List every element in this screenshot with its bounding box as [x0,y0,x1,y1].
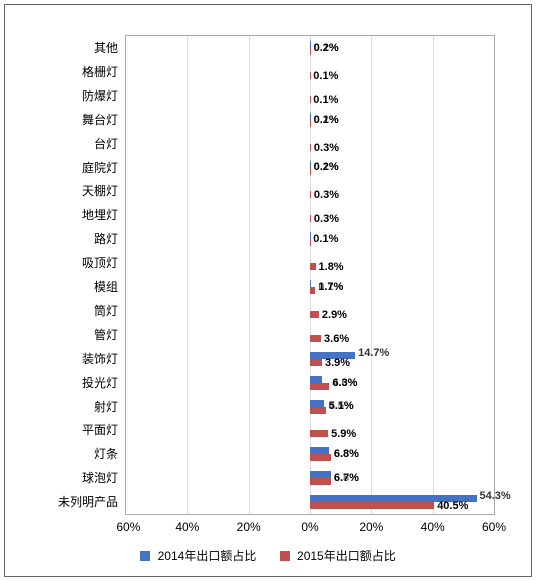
bar-2015 [310,287,315,294]
legend-swatch-2015 [280,551,290,561]
plot-area: 60%40%20%0%20%40%60%其他0.2%0.1%格栅灯0.1%防爆灯… [125,35,495,515]
category-label: 其他 [94,36,118,60]
value-label-2015: 2.9% [322,309,347,321]
category-row: 庭院灯0.2%0.1% [126,156,494,180]
value-label-2015: 3.6% [324,333,349,345]
value-label-2015: 1.8% [319,261,344,273]
category-label: 台灯 [94,132,118,156]
value-label-secondary: 0.1% [314,161,339,173]
category-row: 投光灯6.3%4.0% [126,371,494,395]
category-row: 球泡灯6.7%6.8% [126,466,494,490]
category-row: 平面灯5.9% [126,418,494,442]
bar-2015 [310,502,434,509]
category-row: 装饰灯3.9%14.7% [126,347,494,371]
category-label: 射灯 [94,395,118,419]
x-tick-label: 40% [175,520,199,534]
category-label: 球泡灯 [82,466,118,490]
category-label: 未列明产品 [58,490,118,514]
category-row: 路灯0.1% [126,227,494,251]
value-label-2015: 0.3% [314,189,339,201]
category-label: 管灯 [94,323,118,347]
bar-2014 [310,400,324,407]
category-row: 台灯0.3% [126,132,494,156]
value-label-2015: 3.9% [325,357,350,369]
value-label-secondary: 0.1% [314,42,339,54]
chart-frame: 60%40%20%0%20%40%60%其他0.2%0.1%格栅灯0.1%防爆灯… [4,4,532,577]
category-label: 筒灯 [94,299,118,323]
x-tick-label: 40% [421,520,445,534]
bar-2014 [310,447,329,454]
legend-label-2015: 2015年出口额占比 [297,549,396,563]
value-label-2015: 0.3% [314,142,339,154]
value-label-2015: 0.1% [313,94,338,106]
bar-2015 [310,430,328,437]
value-label-2015: 0.1% [313,70,338,82]
bar-2014 [310,376,322,383]
legend-item-2015: 2015年出口额占比 [280,547,396,564]
category-row: 天棚灯0.3% [126,179,494,203]
value-label-secondary: 6.3% [334,448,359,460]
category-label: 模组 [94,275,118,299]
category-row: 地埋灯0.3% [126,203,494,227]
bar-2015 [310,383,329,390]
bar-2015 [310,454,331,461]
bar-2015 [310,311,319,318]
x-tick-label: 20% [359,520,383,534]
category-row: 未列明产品40.5%54.3% [126,490,494,514]
category-row: 筒灯2.9% [126,299,494,323]
bar-2015 [310,263,316,270]
x-tick-label: 0% [301,520,318,534]
x-tick-label: 60% [116,520,140,534]
bar-2014 [310,113,311,120]
category-label: 舞台灯 [82,108,118,132]
category-row: 模组1.7%0.1% [126,275,494,299]
category-row: 格栅灯0.1% [126,60,494,84]
bar-2015 [310,335,321,342]
value-label-secondary: 4.5% [329,400,354,412]
value-label-2014: 14.7% [358,347,389,359]
category-label: 平面灯 [82,418,118,442]
category-row: 其他0.2%0.1% [126,36,494,60]
category-label: 装饰灯 [82,347,118,371]
category-label: 格栅灯 [82,60,118,84]
value-label-secondary: 4.0% [332,377,357,389]
legend-label-2014: 2014年出口额占比 [158,549,257,563]
category-row: 舞台灯0.1%0.2% [126,108,494,132]
category-row: 吸顶灯1.8% [126,251,494,275]
category-label: 灯条 [94,442,118,466]
bar-2015 [310,144,311,151]
value-label-2015: 5.9% [331,428,356,440]
category-row: 灯条6.8%6.3% [126,442,494,466]
value-label-2014: 54.3% [480,490,511,502]
bar-2015 [310,48,311,55]
value-label-2015: 0.3% [314,213,339,225]
bar-2014 [310,471,331,478]
legend: 2014年出口额占比 2015年出口额占比 [5,547,531,564]
category-row: 射灯5.1%4.5% [126,395,494,419]
value-label-secondary: 0.1% [318,281,343,293]
bar-2015 [310,407,326,414]
x-tick-label: 20% [237,520,261,534]
category-label: 投光灯 [82,371,118,395]
bar-2015 [310,168,311,175]
category-label: 防爆灯 [82,84,118,108]
legend-item-2014: 2014年出口额占比 [140,547,256,564]
value-label-secondary: 6.8% [334,472,359,484]
bar-2015 [310,191,311,198]
value-label-2015: 40.5% [437,500,468,512]
category-label: 吸顶灯 [82,251,118,275]
legend-swatch-2014 [140,551,150,561]
category-label: 地埋灯 [82,203,118,227]
bar-2015 [310,359,322,366]
category-label: 天棚灯 [82,179,118,203]
x-tick-label: 60% [482,520,506,534]
bar-2015 [310,215,311,222]
bar-2015 [310,478,331,485]
category-row: 防爆灯0.1% [126,84,494,108]
value-label: 0.1% [313,233,338,245]
category-label: 庭院灯 [82,156,118,180]
category-label: 路灯 [94,227,118,251]
category-row: 管灯3.6% [126,323,494,347]
value-label-secondary: 0.2% [314,114,339,126]
